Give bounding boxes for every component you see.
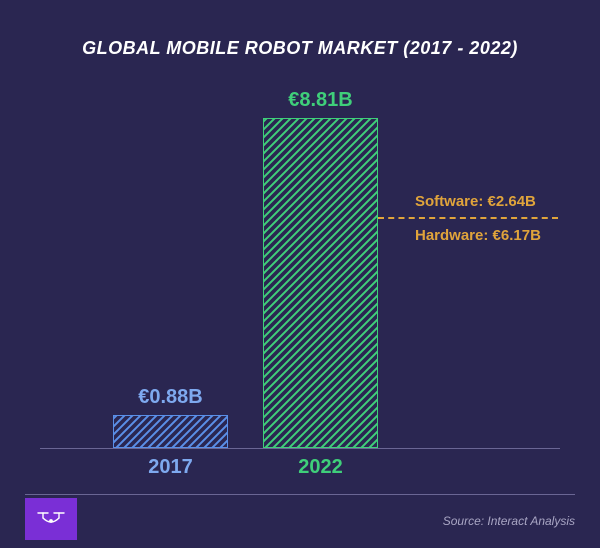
chart-area: €0.88B 2017 €8.81B 2022 Software: €2.64B… [40,100,560,460]
bar-2017-shape [113,415,228,448]
bar-2017-value-label: €0.88B [113,386,228,409]
hardware-split-label: Hardware: €6.17B [415,227,541,244]
source-attribution: Source: Interact Analysis [443,514,575,528]
footer-divider [25,494,575,495]
bar-2022-year-label: 2022 [263,456,378,479]
brand-badge [25,498,77,540]
bar-2017-year-label: 2017 [113,456,228,479]
bar-2022-value-label: €8.81B [263,89,378,112]
bar-2017: €0.88B 2017 [113,415,228,448]
chart-title: GLOBAL MOBILE ROBOT MARKET (2017 - 2022) [0,38,600,59]
bar-2022-shape [263,118,378,448]
hardware-software-split-line [378,217,558,219]
bar-2022: €8.81B 2022 [263,118,378,448]
chart-baseline [40,448,560,449]
software-split-label: Software: €2.64B [415,193,536,210]
drone-icon [36,510,66,528]
